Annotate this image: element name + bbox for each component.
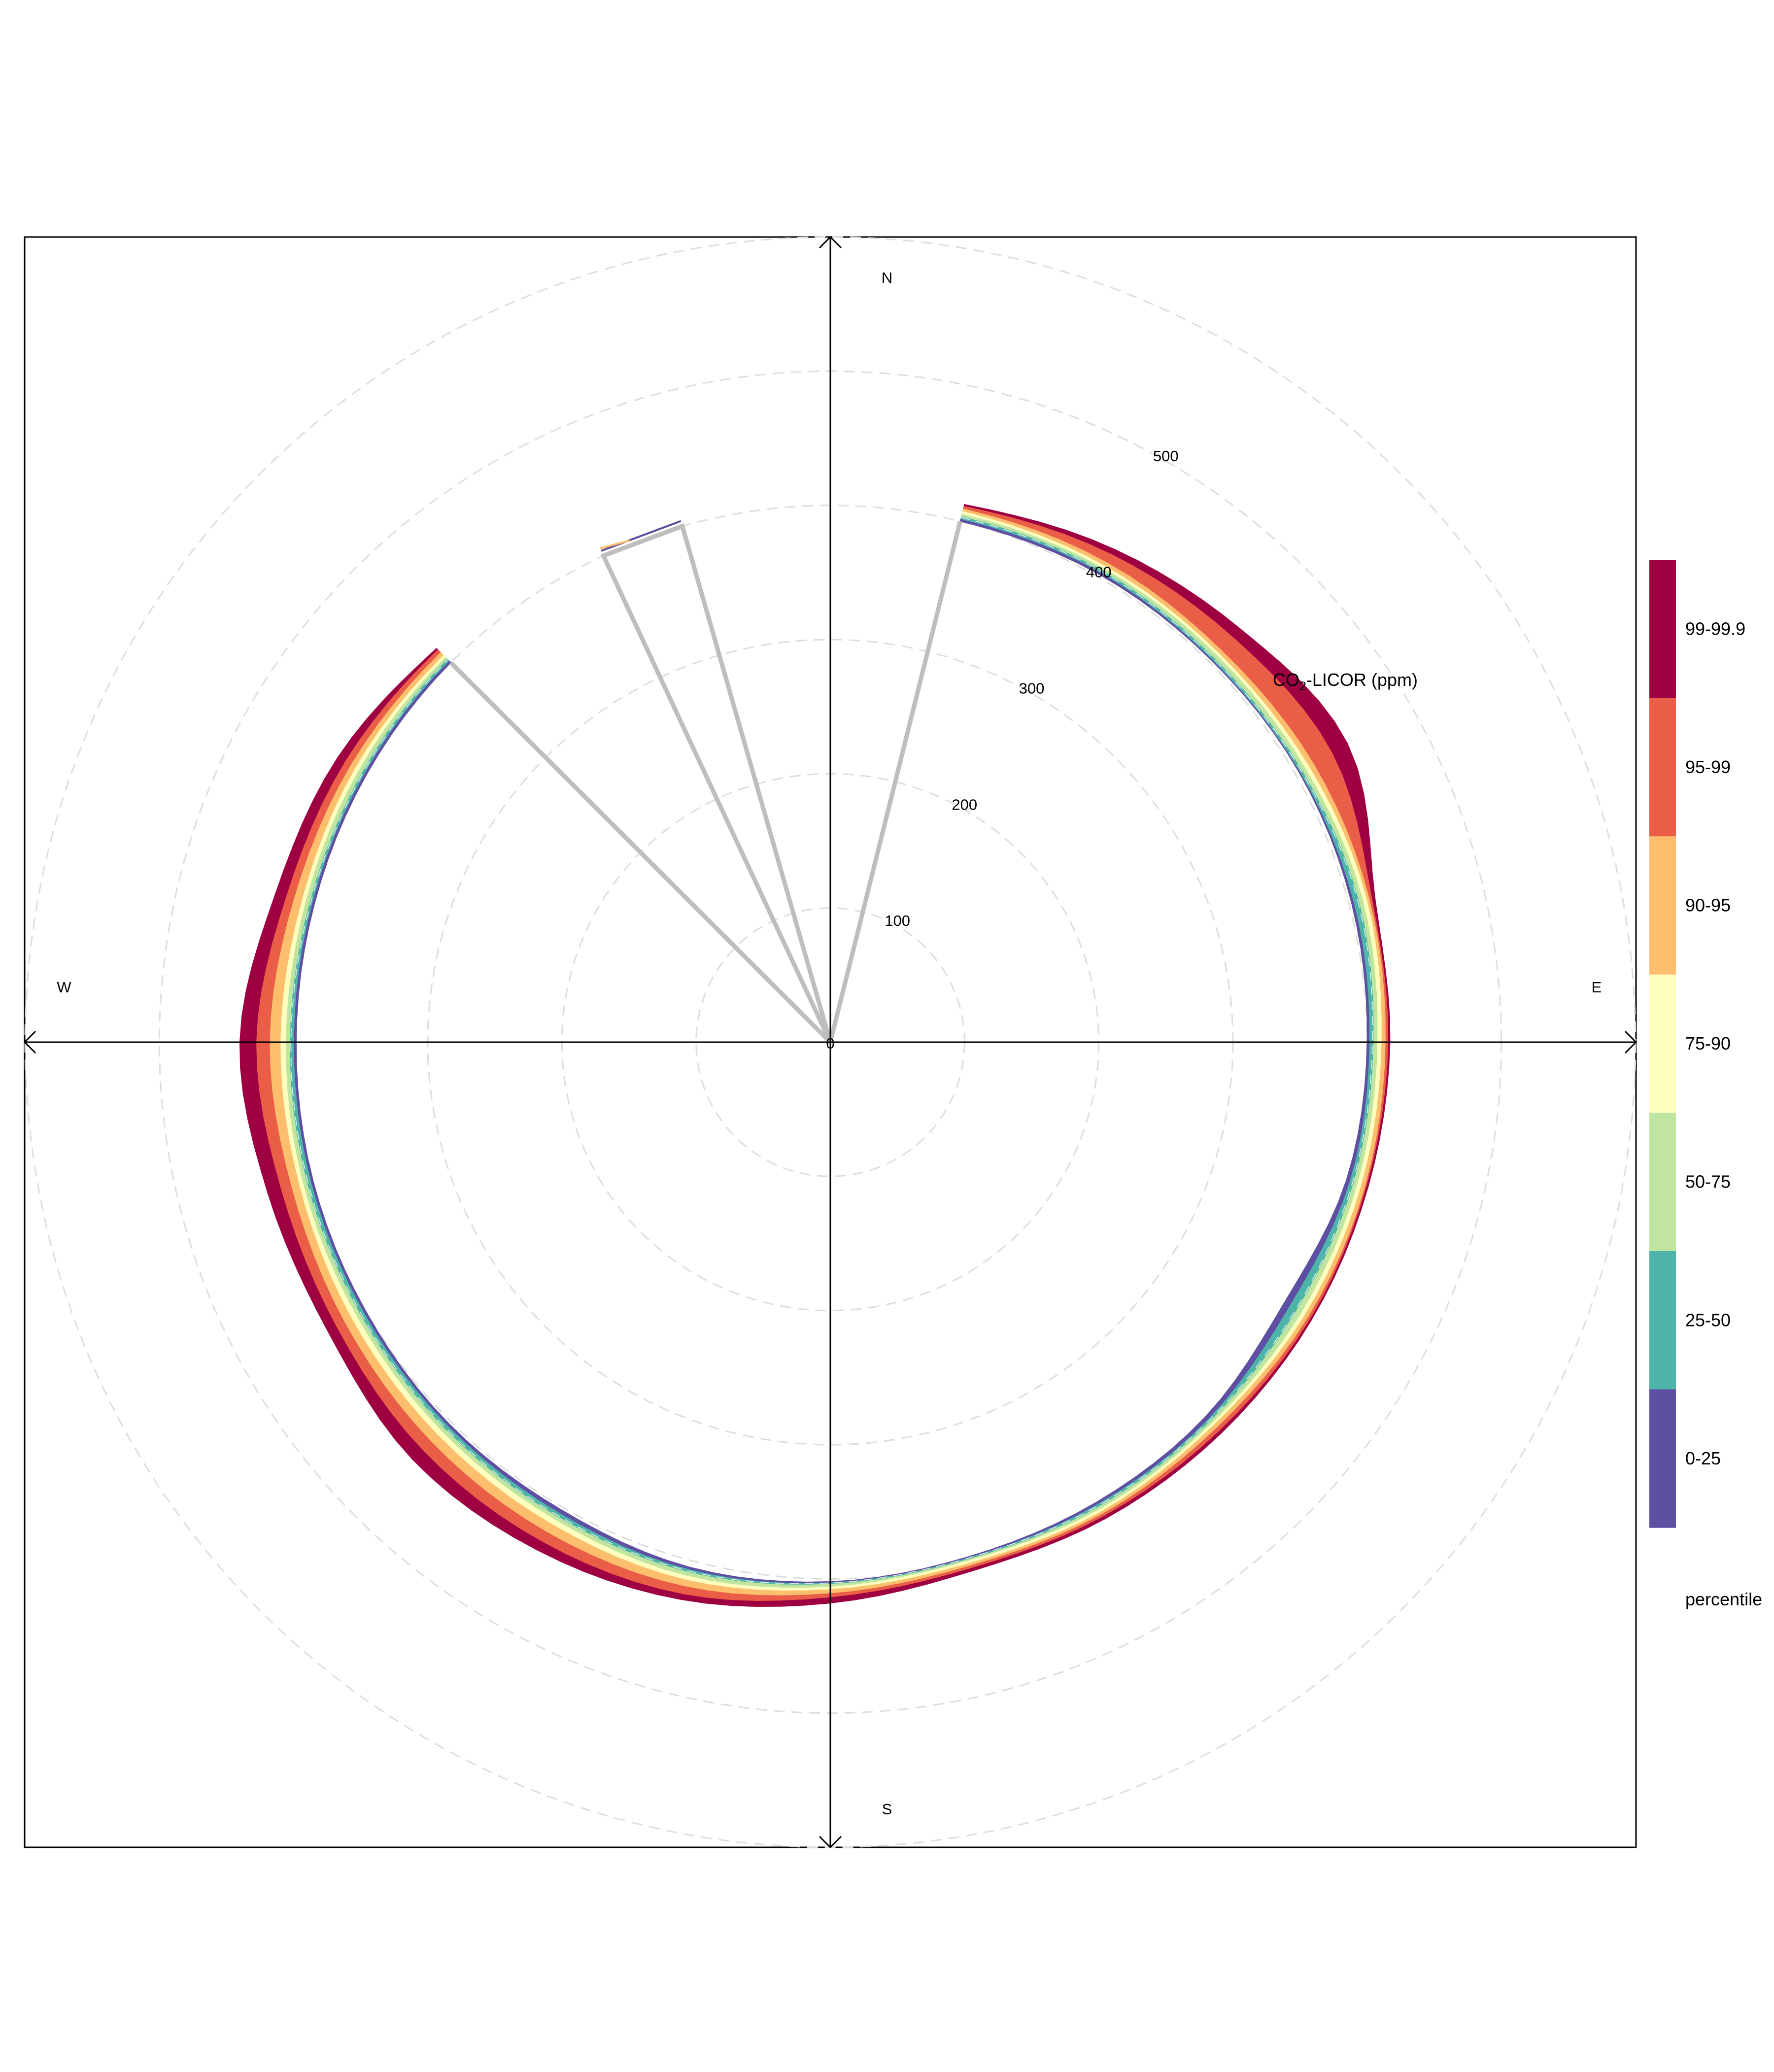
north-arrowhead bbox=[819, 236, 842, 249]
legend-swatch-50-75 bbox=[1649, 1113, 1676, 1252]
band-99-99.9 bbox=[239, 504, 1391, 1607]
radial-tick-label-100: 100 bbox=[885, 912, 910, 929]
legend-label-50-75: 50-75 bbox=[1685, 1172, 1731, 1192]
legend-label-75-90: 75-90 bbox=[1685, 1033, 1731, 1053]
radial-tick-label-400: 400 bbox=[1086, 564, 1112, 581]
small-sector-band bbox=[601, 520, 682, 552]
radial-tick-label-500: 500 bbox=[1153, 447, 1179, 465]
legend-label-25-50: 25-50 bbox=[1685, 1310, 1731, 1330]
direction-label-west: W bbox=[57, 979, 71, 996]
gap-edge-end bbox=[449, 661, 832, 1044]
radial-tick-label-200: 200 bbox=[952, 796, 977, 813]
variable-label-rest: -LICOR (ppm) bbox=[1306, 670, 1418, 690]
compass-axes bbox=[23, 236, 1638, 1849]
radial-tick-label-300: 300 bbox=[1019, 680, 1045, 697]
legend-label-95-99: 95-99 bbox=[1685, 757, 1731, 777]
median-guide-line bbox=[290, 517, 1373, 1584]
legend-title: percentile bbox=[1685, 1589, 1762, 1609]
radial-tick-labels: 0 100 200 300 400 500 bbox=[826, 447, 1178, 1052]
legend-swatch-25-50 bbox=[1649, 1251, 1676, 1390]
legend-swatch-75-90 bbox=[1649, 974, 1676, 1113]
variable-label-main: CO bbox=[1273, 670, 1299, 690]
percentile-bands bbox=[239, 504, 1391, 1607]
variable-label-subscript: 2 bbox=[1299, 679, 1306, 693]
legend-swatch-95-99 bbox=[1649, 698, 1676, 837]
radial-tick-label-0: 0 bbox=[826, 1035, 834, 1052]
legend: 99-99.9 95-99 90-95 75-90 50-75 25-50 0-25 bbox=[1649, 560, 1745, 1528]
legend-swatch-90-95 bbox=[1649, 836, 1676, 975]
south-arrowhead bbox=[819, 1835, 842, 1849]
variable-label: CO2-LICOR (ppm) bbox=[1273, 670, 1418, 693]
small-sector-top-band bbox=[600, 539, 630, 549]
legend-label-0-25: 0-25 bbox=[1685, 1448, 1721, 1468]
direction-label-north: N bbox=[882, 269, 892, 286]
gap-edge-start bbox=[828, 520, 962, 1043]
legend-label-99-99.9: 99-99.9 bbox=[1685, 618, 1745, 639]
small-sector-outline bbox=[600, 523, 833, 1043]
direction-label-south: S bbox=[882, 1800, 892, 1818]
west-arrowhead bbox=[23, 1030, 36, 1054]
direction-label-east: E bbox=[1592, 979, 1602, 996]
legend-label-90-95: 90-95 bbox=[1685, 895, 1731, 916]
legend-swatch-0-25 bbox=[1649, 1389, 1676, 1528]
east-arrowhead bbox=[1624, 1030, 1638, 1054]
legend-swatch-99-99.9 bbox=[1649, 560, 1676, 699]
